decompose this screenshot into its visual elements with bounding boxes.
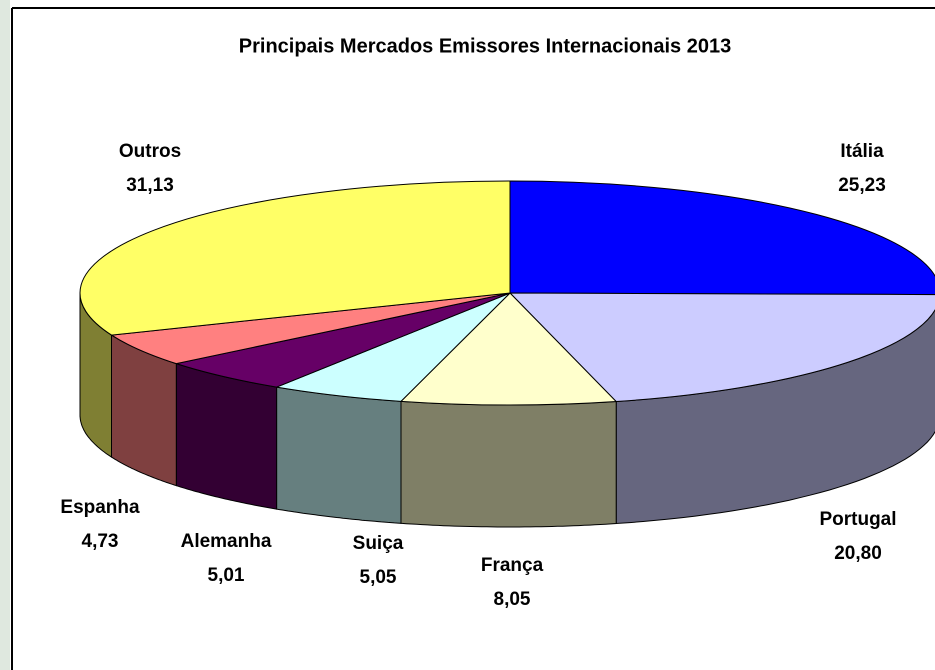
value-label: 4,73 (82, 531, 119, 552)
chart-title: Principais Mercados Emissores Internacio… (239, 35, 731, 57)
value-label: 31,13 (126, 175, 174, 196)
slice (79, 180, 511, 336)
slice-side (276, 386, 402, 524)
slice-side (400, 400, 617, 528)
slice-label: França (481, 555, 544, 576)
slice-label: Suiça (353, 533, 404, 554)
slice (508, 292, 935, 403)
value-label: 8,05 (494, 589, 531, 610)
slice (509, 180, 935, 296)
value-label: 5,05 (360, 567, 397, 588)
side-strip (0, 0, 10, 670)
slice-side (175, 362, 278, 510)
slice (399, 292, 618, 406)
slice-label: Outros (119, 141, 181, 162)
value-label: 5,01 (208, 565, 245, 586)
slice-label: Espanha (60, 497, 140, 518)
slice-label: Itália (840, 141, 884, 162)
slice-label: Portugal (819, 509, 896, 530)
value-label: 25,23 (838, 175, 886, 196)
slice-label: Alemanha (181, 531, 272, 552)
value-label: 20,80 (834, 543, 882, 564)
